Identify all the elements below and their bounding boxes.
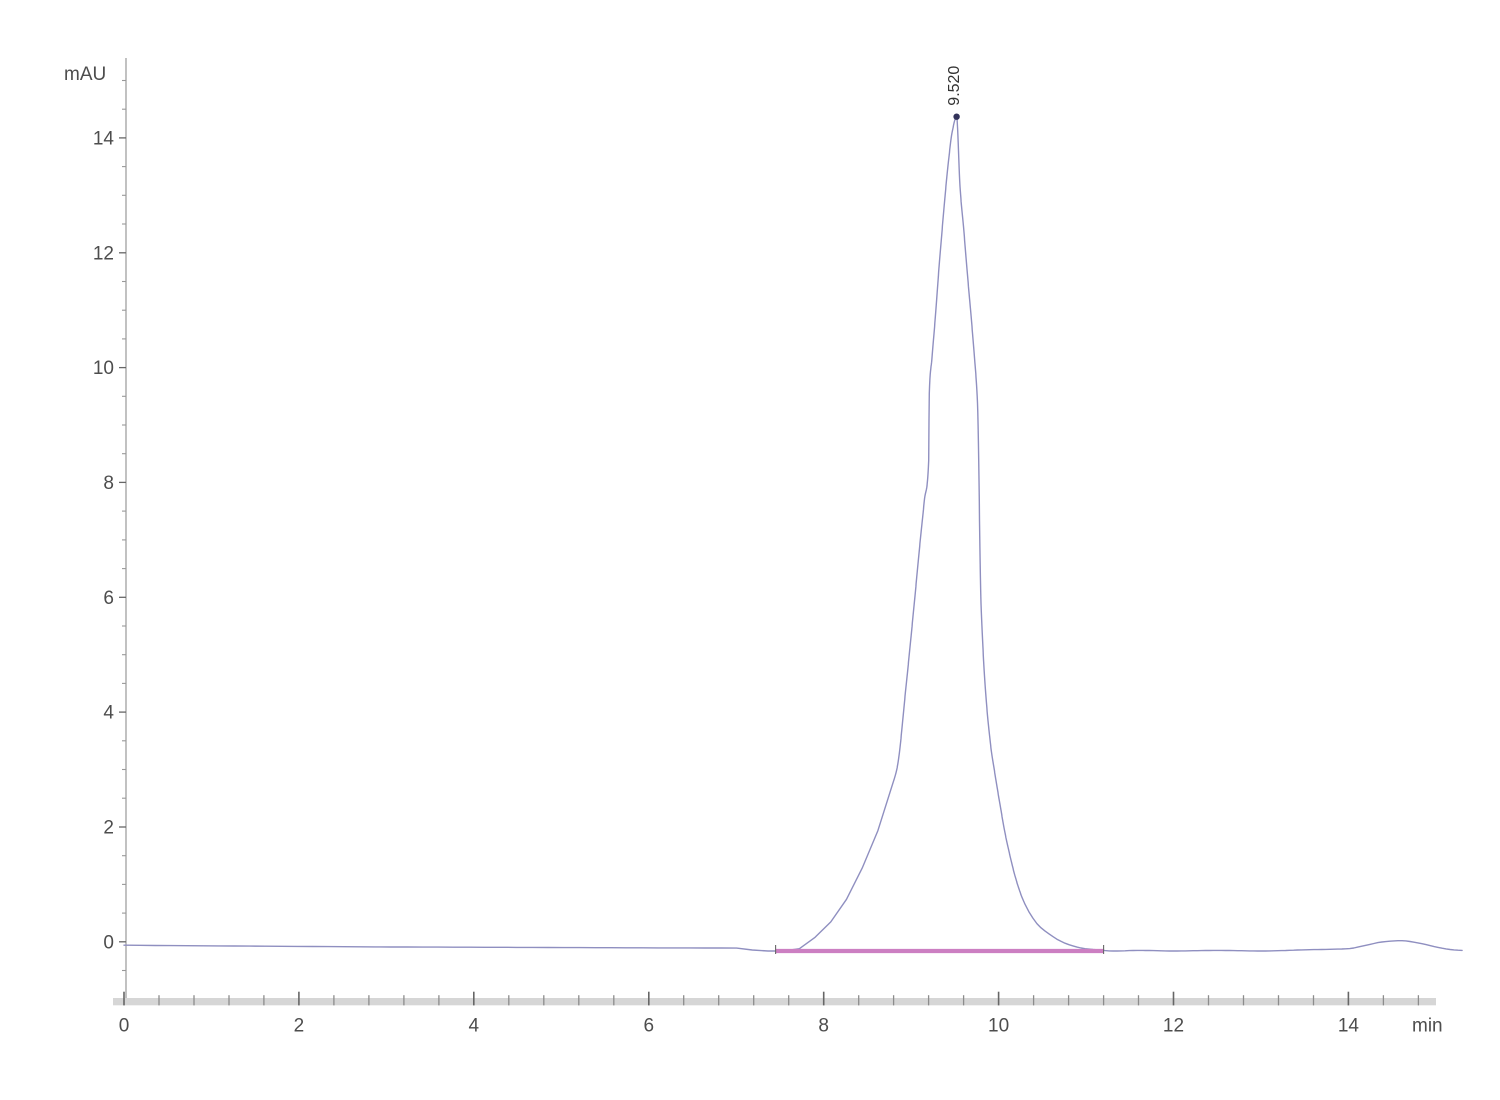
- svg-text:8: 8: [103, 473, 114, 494]
- svg-text:4: 4: [469, 1016, 480, 1037]
- svg-text:8: 8: [818, 1016, 829, 1037]
- svg-text:14: 14: [93, 128, 115, 149]
- svg-text:0: 0: [103, 932, 114, 953]
- svg-text:4: 4: [103, 703, 114, 724]
- svg-text:14: 14: [1338, 1016, 1360, 1037]
- svg-text:10: 10: [988, 1016, 1009, 1037]
- svg-text:2: 2: [294, 1016, 305, 1037]
- svg-text:0: 0: [119, 1016, 130, 1037]
- svg-text:min: min: [1412, 1016, 1443, 1037]
- svg-text:6: 6: [103, 588, 114, 609]
- svg-text:12: 12: [1163, 1016, 1184, 1037]
- svg-text:mAU: mAU: [64, 64, 106, 85]
- svg-text:2: 2: [103, 818, 114, 839]
- svg-text:9.520: 9.520: [946, 66, 963, 106]
- svg-text:6: 6: [644, 1016, 655, 1037]
- svg-text:10: 10: [93, 358, 114, 379]
- svg-text:12: 12: [93, 243, 114, 264]
